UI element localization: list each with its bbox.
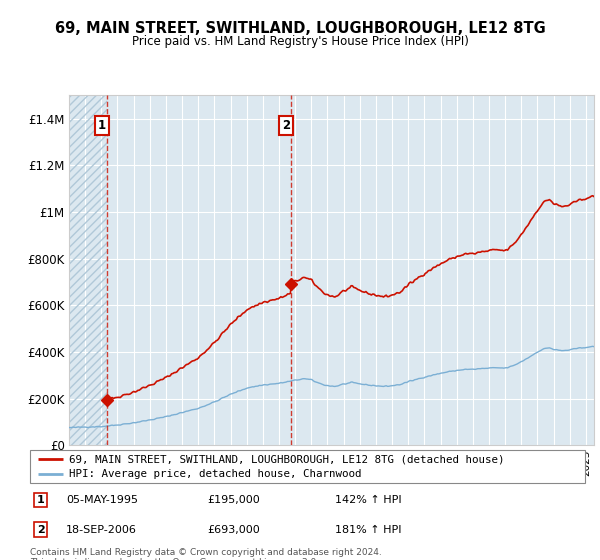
Text: Price paid vs. HM Land Registry's House Price Index (HPI): Price paid vs. HM Land Registry's House … [131, 35, 469, 48]
Text: 142% ↑ HPI: 142% ↑ HPI [335, 495, 402, 505]
Text: HPI: Average price, detached house, Charnwood: HPI: Average price, detached house, Char… [69, 469, 361, 479]
Text: £195,000: £195,000 [208, 495, 260, 505]
Text: 69, MAIN STREET, SWITHLAND, LOUGHBOROUGH, LE12 8TG (detached house): 69, MAIN STREET, SWITHLAND, LOUGHBOROUGH… [69, 454, 505, 464]
Text: 69, MAIN STREET, SWITHLAND, LOUGHBOROUGH, LE12 8TG: 69, MAIN STREET, SWITHLAND, LOUGHBOROUGH… [55, 21, 545, 36]
Text: 18-SEP-2006: 18-SEP-2006 [66, 525, 137, 535]
Text: 181% ↑ HPI: 181% ↑ HPI [335, 525, 402, 535]
Text: 2: 2 [37, 525, 44, 535]
Text: Contains HM Land Registry data © Crown copyright and database right 2024.
This d: Contains HM Land Registry data © Crown c… [30, 548, 382, 560]
Text: £693,000: £693,000 [208, 525, 260, 535]
Text: 2: 2 [282, 119, 290, 132]
Text: 1: 1 [98, 119, 106, 132]
Text: 05-MAY-1995: 05-MAY-1995 [66, 495, 138, 505]
Text: 1: 1 [37, 495, 44, 505]
FancyBboxPatch shape [30, 450, 585, 483]
